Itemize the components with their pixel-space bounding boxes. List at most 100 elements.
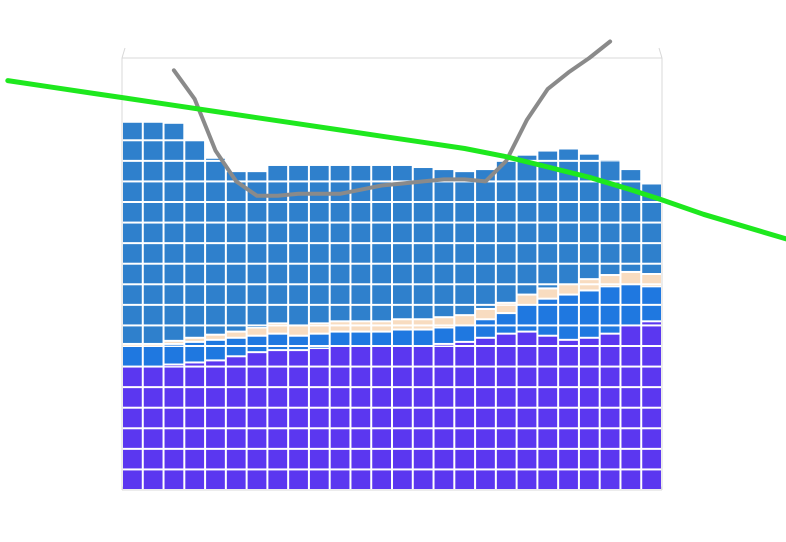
area-tile-s0-c6 — [247, 388, 267, 407]
area-tile-s0-c13 — [393, 449, 412, 469]
area-tile-s2-c21 — [559, 285, 578, 294]
area-tile-s3-c0 — [123, 223, 142, 243]
area-tile-s0-c0 — [123, 449, 142, 469]
area-tile-s3-c8 — [289, 223, 308, 243]
area-tile-s3-c12 — [372, 244, 391, 263]
area-tile-s0-c14 — [413, 367, 433, 387]
area-tile-s3-c17 — [476, 182, 495, 201]
area-tile-s3-c3 — [185, 264, 205, 284]
area-tile-s3-c24 — [621, 264, 641, 271]
area-tile-s0-c18 — [496, 429, 516, 448]
area-tile-s0-c1 — [143, 449, 163, 469]
area-tile-s0-c23 — [600, 388, 620, 407]
area-tile-s3-c19 — [517, 155, 537, 160]
area-tile-s2-c12 — [372, 322, 391, 325]
area-tile-s3-c0 — [123, 264, 142, 284]
area-tile-s3-c0 — [123, 305, 142, 325]
area-tile-s0-c9 — [309, 429, 329, 448]
area-tile-s3-c21 — [559, 182, 578, 201]
area-tile-s3-c2 — [164, 305, 184, 325]
area-tile-s0-c13 — [393, 429, 412, 448]
area-tile-s3-c13 — [393, 223, 412, 243]
overlay-line-0 — [171, 39, 613, 198]
area-tile-s3-c5 — [226, 264, 246, 284]
area-tile-s3-c0 — [123, 141, 142, 160]
area-tile-s0-c15 — [434, 344, 454, 346]
area-tile-s2-c9 — [309, 324, 329, 325]
area-tile-s3-c4 — [206, 305, 225, 325]
area-tile-s1-c19 — [517, 305, 537, 325]
area-tile-s3-c15 — [434, 285, 454, 304]
area-tile-s3-c4 — [206, 182, 225, 201]
area-tile-s3-c2 — [164, 244, 184, 263]
area-tile-s3-c3 — [185, 182, 205, 201]
area-tile-s0-c23 — [600, 408, 620, 428]
area-tile-s3-c23 — [600, 244, 620, 263]
area-tile-s3-c4 — [206, 223, 225, 243]
area-tile-s3-c9 — [309, 264, 329, 284]
area-tile-s2-c14 — [413, 320, 433, 325]
area-tile-s0-c15 — [434, 347, 454, 366]
area-tile-s0-c15 — [434, 470, 454, 489]
area-tile-s3-c18 — [496, 244, 516, 263]
area-tile-s3-c3 — [185, 244, 205, 263]
area-tile-s2-c25 — [642, 275, 661, 284]
area-tile-s0-c19 — [517, 449, 537, 469]
area-tile-s0-c4 — [206, 429, 225, 448]
area-tile-s3-c21 — [559, 223, 578, 243]
area-tile-s3-c14 — [413, 285, 433, 304]
area-tile-s3-c4 — [206, 158, 225, 160]
area-tile-s0-c8 — [289, 470, 308, 489]
area-tile-s0-c21 — [559, 340, 578, 345]
area-tile-s0-c7 — [268, 408, 288, 428]
area-tile-s0-c23 — [600, 449, 620, 469]
area-tile-s3-c0 — [123, 203, 142, 222]
area-tile-s2-c22 — [579, 280, 599, 284]
area-tile-s2-c18 — [496, 303, 516, 305]
area-tile-s0-c7 — [268, 367, 288, 387]
area-tile-s3-c5 — [226, 285, 246, 304]
area-tile-s2-c8 — [289, 326, 308, 335]
area-tile-s3-c0 — [123, 161, 142, 181]
area-tile-s3-c12 — [372, 223, 391, 243]
area-tile-s3-c1 — [143, 141, 163, 160]
area-tile-s3-c0 — [123, 244, 142, 263]
area-tile-s0-c16 — [455, 367, 475, 387]
area-tile-s0-c16 — [455, 408, 475, 428]
area-tile-s2-c4 — [206, 335, 225, 339]
area-tile-s2-c23 — [600, 285, 620, 286]
area-tile-s0-c22 — [579, 388, 599, 407]
area-tile-s0-c10 — [330, 449, 350, 469]
area-tile-s3-c1 — [143, 285, 163, 304]
area-tile-s0-c13 — [393, 367, 412, 387]
area-tile-s3-c6 — [247, 223, 267, 243]
area-tile-s3-c9 — [309, 203, 329, 222]
area-tile-s0-c14 — [413, 429, 433, 448]
area-tile-s3-c10 — [330, 165, 350, 181]
area-tile-s3-c10 — [330, 305, 350, 321]
area-tile-s1-c22 — [579, 291, 599, 304]
area-tile-s1-c23 — [600, 326, 620, 333]
area-tile-s0-c19 — [517, 470, 537, 489]
area-tile-s3-c11 — [351, 285, 371, 304]
area-tile-s0-c2 — [164, 470, 184, 489]
area-tile-s3-c18 — [496, 203, 516, 222]
area-tile-s0-c22 — [579, 367, 599, 387]
area-tile-s3-c16 — [455, 182, 475, 201]
area-tile-s0-c9 — [309, 388, 329, 407]
area-tile-s0-c3 — [185, 388, 205, 407]
area-tile-s3-c4 — [206, 203, 225, 222]
area-tile-s2-c22 — [579, 285, 599, 290]
area-tile-s3-c1 — [143, 203, 163, 222]
area-tile-s2-c1 — [143, 344, 163, 346]
area-tile-s0-c16 — [455, 449, 475, 469]
area-tile-s1-c25 — [642, 287, 661, 304]
area-tile-s0-c22 — [579, 338, 599, 345]
area-tile-s3-c20 — [538, 244, 558, 263]
area-tile-s3-c25 — [642, 223, 661, 243]
area-tile-s3-c13 — [393, 244, 412, 263]
area-tile-s3-c7 — [268, 203, 288, 222]
area-tile-s0-c19 — [517, 388, 537, 407]
area-tile-s0-c18 — [496, 388, 516, 407]
area-tile-s3-c20 — [538, 182, 558, 201]
